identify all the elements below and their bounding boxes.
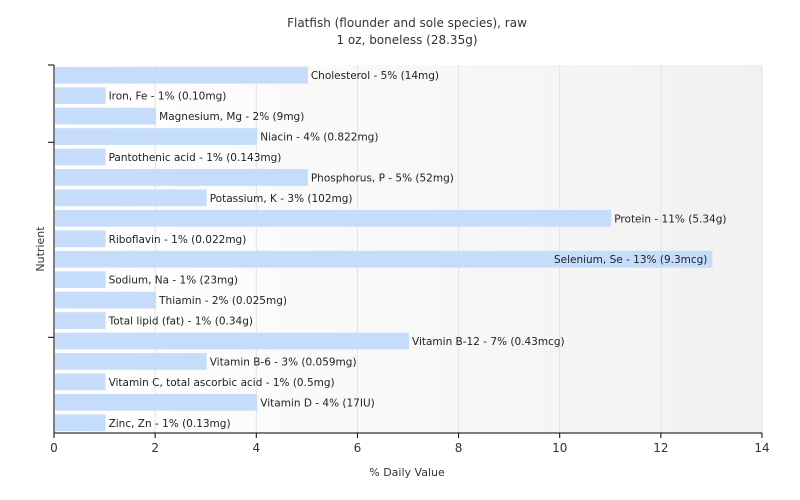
x-axis-label: % Daily Value: [369, 466, 445, 479]
plot-background: [54, 65, 762, 433]
y-axis-label: Nutrient: [34, 226, 47, 272]
bar-label: Niacin - 4% (0.822mg): [260, 132, 378, 144]
bar: [55, 209, 612, 227]
bar-label: Vitamin B-12 - 7% (0.43mcg): [412, 336, 565, 348]
bar: [55, 66, 308, 84]
bar-label: Selenium, Se - 13% (9.3mcg): [554, 254, 707, 266]
bar-label: Vitamin C, total ascorbic acid - 1% (0.5…: [109, 377, 335, 389]
x-tick-label: 14: [754, 441, 769, 455]
bar-label: Vitamin D - 4% (17IU): [260, 397, 374, 409]
bar: [55, 393, 258, 411]
bar: [55, 291, 157, 309]
bar-label: Iron, Fe - 1% (0.10mg): [109, 91, 227, 103]
bar: [55, 148, 106, 166]
bar-label: Pantothenic acid - 1% (0.143mg): [109, 152, 282, 164]
bar-label: Magnesium, Mg - 2% (9mg): [159, 111, 304, 123]
plot-area: [54, 65, 762, 433]
bar: [55, 414, 106, 432]
x-tick-label: 10: [552, 441, 567, 455]
bar: [55, 128, 258, 145]
x-tick-label: 2: [151, 441, 159, 455]
bar: [55, 87, 106, 105]
x-tick-label: 0: [50, 441, 58, 455]
axes-group: 0 2 4 6 8 10 12 14: [48, 64, 770, 455]
x-tick-label: 4: [252, 441, 260, 455]
bar: [55, 373, 106, 391]
bar-label: Cholesterol - 5% (14mg): [311, 70, 439, 82]
bar: [55, 271, 106, 289]
x-tick-label: 6: [354, 441, 362, 455]
x-tick-label: 8: [455, 441, 463, 455]
bar: [55, 312, 106, 329]
bar: [55, 107, 157, 125]
bar-label: Phosphorus, P - 5% (52mg): [311, 172, 454, 184]
grid-lines: [154, 65, 763, 433]
bar-label: Thiamin - 2% (0.025mg): [158, 295, 287, 307]
bar-label: Sodium, Na - 1% (23mg): [109, 275, 238, 287]
bar-label: Potassium, K - 3% (102mg): [210, 193, 353, 205]
bar-label: Riboflavin - 1% (0.022mg): [109, 234, 247, 246]
chart-title: Flatfish (flounder and sole species), ra…: [287, 16, 527, 30]
bar: [55, 353, 207, 370]
bars-group: Cholesterol - 5% (14mg) Iron, Fe - 1% (0.…: [55, 66, 726, 432]
chart-subtitle: 1 oz, boneless (28.35g): [336, 33, 477, 47]
bar: [55, 169, 308, 186]
bar: [55, 250, 713, 268]
bar: [55, 332, 409, 350]
bar-label: Total lipid (fat) - 1% (0.34g): [108, 316, 253, 328]
bar-label: Protein - 11% (5.34g): [614, 213, 726, 225]
bar-label: Vitamin B-6 - 3% (0.059mg): [210, 356, 357, 368]
bar-label: Zinc, Zn - 1% (0.13mg): [109, 418, 231, 430]
bar: [55, 189, 207, 207]
x-tick-label: 12: [653, 441, 668, 455]
bar: [55, 230, 106, 248]
